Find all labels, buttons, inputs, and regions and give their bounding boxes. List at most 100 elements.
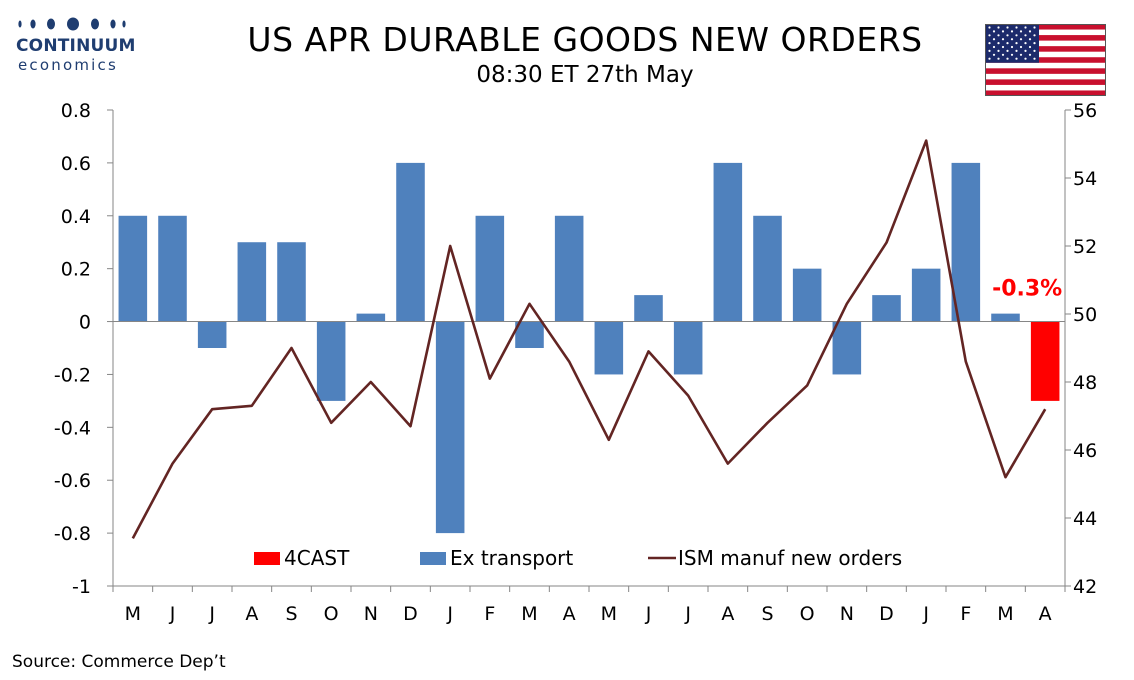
flag-star — [992, 53, 996, 56]
us-flag-icon — [985, 24, 1106, 96]
flag-star — [1019, 45, 1023, 49]
ex-transport-bar — [792, 268, 822, 322]
right-tick-label: 52 — [1073, 236, 1097, 258]
x-tick-label: S — [285, 603, 297, 625]
line-layer: -0.3% — [131, 139, 1062, 540]
ex-transport-bar — [158, 215, 187, 322]
source-note: Source: Commerce Dep’t — [12, 652, 226, 672]
logo-sub-text: economics — [18, 56, 118, 74]
legend-ex-transport-swatch — [420, 552, 446, 565]
flag-star — [1010, 45, 1014, 49]
left-tick-label: -0.6 — [54, 470, 91, 492]
flag-star — [1001, 53, 1005, 56]
x-tick-label: J — [684, 603, 691, 625]
forecast-bar — [1030, 321, 1060, 401]
ex-transport-bar — [197, 321, 227, 348]
company-logo: CONTINUUM economics — [14, 14, 136, 76]
left-tick-label: 0 — [79, 312, 91, 334]
left-tick-label: 0.6 — [61, 153, 91, 175]
ex-transport-bar — [991, 313, 1020, 322]
flag-star — [1006, 57, 1009, 60]
left-tick-label: -0.2 — [54, 364, 91, 386]
flag-star — [1024, 42, 1027, 45]
left-tick-label: 0.8 — [61, 100, 91, 122]
ex-transport-bar — [594, 321, 624, 375]
flag-star — [1033, 42, 1036, 45]
ex-transport-bar — [396, 162, 425, 322]
flag-star — [1033, 49, 1036, 52]
flag-star — [1015, 34, 1018, 37]
ism-new-orders-line — [131, 139, 1047, 540]
x-tick-label: J — [645, 603, 652, 625]
legend-ex-transport-label: Ex transport — [450, 546, 573, 570]
flag-star — [1024, 49, 1027, 52]
flag-star — [1024, 57, 1027, 60]
ex-transport-bar — [554, 215, 584, 322]
ex-transport-bar — [951, 162, 981, 322]
x-tick-label: D — [879, 603, 894, 625]
x-tick-label: F — [960, 603, 971, 625]
x-tick-label: J — [169, 603, 176, 625]
flag-star — [1006, 49, 1009, 52]
flag-star — [1024, 34, 1027, 37]
chart-title: US APR DURABLE GOODS NEW ORDERS — [247, 20, 923, 59]
ex-transport-bar — [316, 321, 346, 401]
legend-ism-label: ISM manuf new orders — [678, 546, 902, 570]
flag-star — [1019, 30, 1023, 33]
x-tick-label: A — [721, 603, 734, 625]
bars-layer — [118, 162, 1060, 534]
legend: 4CAST Ex transport ISM manuf new orders — [254, 546, 902, 570]
ex-transport-bar — [118, 215, 148, 322]
x-tick-label: M — [601, 603, 617, 625]
flag-star — [1001, 45, 1005, 49]
flag-star — [1033, 26, 1036, 29]
x-tick-label: M — [125, 603, 141, 625]
flag-star — [1010, 30, 1014, 33]
chart-subtitle: 08:30 ET 27th May — [476, 62, 694, 88]
ex-transport-bar — [356, 313, 386, 322]
ex-transport-bar — [515, 321, 544, 348]
right-tick-label: 50 — [1073, 304, 1097, 326]
right-tick-label: 48 — [1073, 372, 1097, 394]
right-tick-label: 46 — [1073, 440, 1097, 462]
logo-dots-icon — [18, 17, 126, 31]
ex-transport-bar — [911, 268, 941, 322]
flag-star — [997, 34, 1000, 37]
flag-star — [1006, 34, 1009, 37]
x-tick-label: O — [800, 603, 815, 625]
flag-star — [1015, 49, 1018, 52]
flag-star — [988, 49, 991, 52]
x-tick-label: D — [403, 603, 418, 625]
flag-star — [997, 57, 1000, 60]
right-tick-label: 56 — [1073, 100, 1097, 122]
x-tick-label: S — [761, 603, 773, 625]
flag-star — [1001, 38, 1005, 41]
flag-star — [997, 26, 1000, 29]
axes-layer: 0.8 0.6 0.4 0.2 0 -0.2 -0.4 -0.6 -0.8 -1 56 54 52 50 4… — [54, 100, 1097, 625]
flag-star — [1015, 26, 1018, 29]
flag-star — [992, 30, 996, 33]
x-tick-label: O — [324, 603, 339, 625]
ex-transport-bar — [237, 242, 267, 322]
x-tick-label: J — [922, 603, 929, 625]
flag-star — [1028, 38, 1032, 41]
forecast-annotation: -0.3% — [992, 277, 1062, 302]
logo-brand-text: CONTINUUM — [16, 36, 136, 56]
flag-star — [1006, 26, 1009, 29]
flag-star — [1019, 53, 1023, 56]
flag-star — [997, 42, 1000, 45]
flag-star — [1024, 26, 1027, 29]
x-tick-label: A — [1039, 603, 1052, 625]
x-tick-label: J — [208, 603, 215, 625]
right-tick-label: 42 — [1073, 576, 1097, 598]
ex-transport-bar — [277, 242, 306, 322]
ex-transport-bar — [435, 321, 465, 534]
x-tick-label: A — [245, 603, 258, 625]
left-tick-label: -0.4 — [54, 417, 91, 439]
flag-star — [1019, 38, 1023, 41]
ex-transport-bar — [673, 321, 703, 375]
ex-transport-bar — [475, 215, 505, 322]
x-tick-label: J — [446, 603, 453, 625]
flag-star — [988, 26, 991, 29]
x-tick-label: F — [484, 603, 495, 625]
